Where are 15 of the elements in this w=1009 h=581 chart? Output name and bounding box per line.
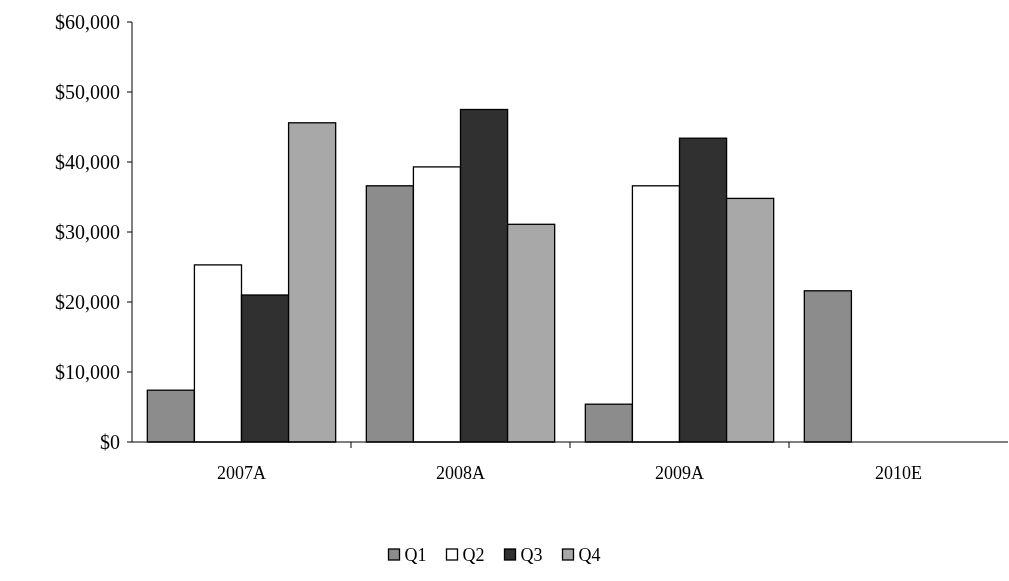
legend-label: Q4 (578, 545, 601, 565)
x-tick-label: 2010E (875, 463, 922, 483)
x-tick-label: 2008A (436, 463, 485, 483)
x-tick-label: 2009A (655, 463, 704, 483)
y-tick-label: $40,000 (55, 151, 120, 173)
y-tick-label: $10,000 (55, 361, 120, 383)
legend-label: Q2 (462, 545, 485, 565)
legend-label: Q3 (520, 545, 543, 565)
y-tick-label: $30,000 (55, 221, 120, 243)
y-tick-label: $20,000 (55, 291, 120, 313)
y-tick-label: $0 (100, 431, 120, 453)
legend-label: Q1 (404, 545, 427, 565)
x-tick-label: 2007A (217, 463, 266, 483)
y-tick-label: $50,000 (55, 81, 120, 103)
y-tick-label: $60,000 (55, 11, 120, 33)
